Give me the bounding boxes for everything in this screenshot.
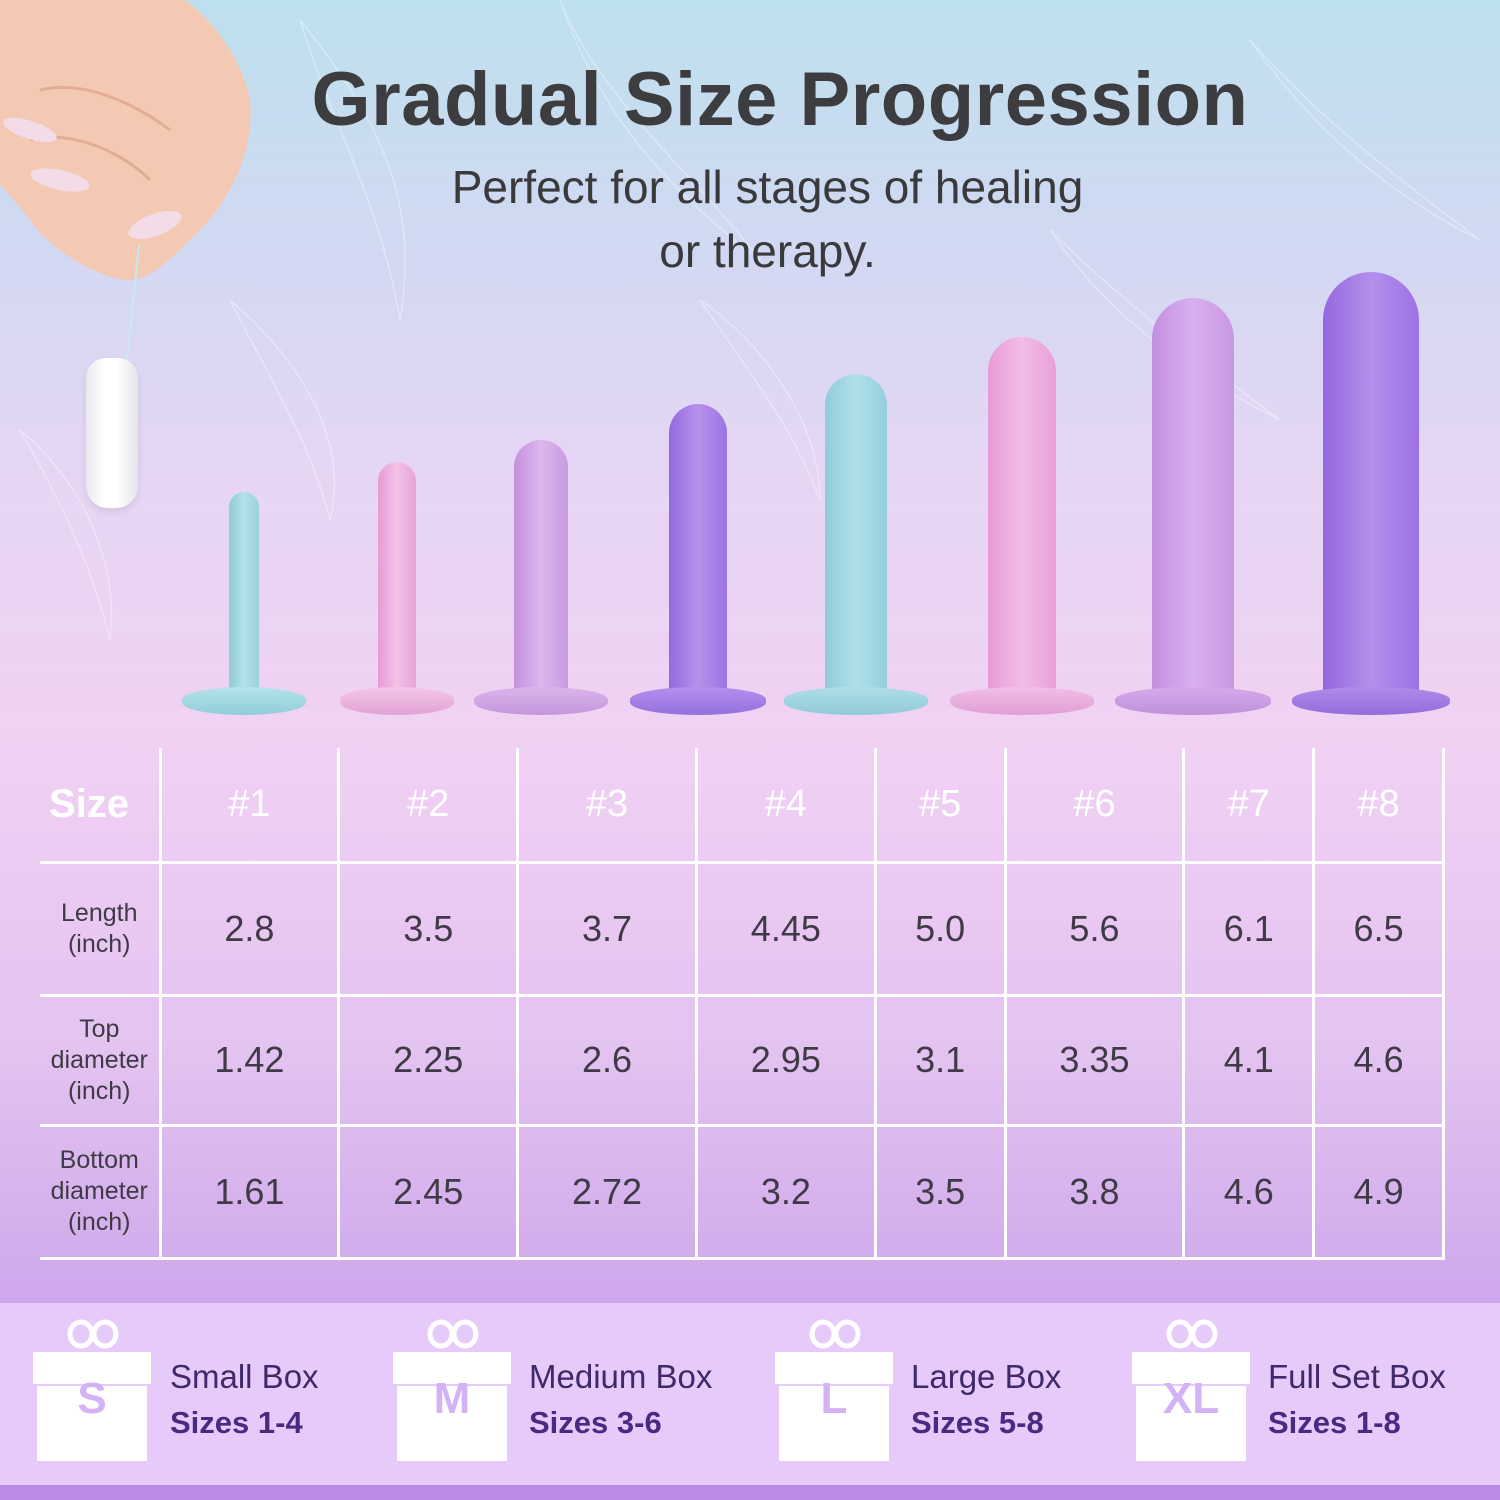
box-sizes: Sizes 3-6 <box>529 1405 662 1440</box>
dilator-size-5 <box>784 372 928 715</box>
row-label-top-diameter: Top diameter (inch) <box>40 993 162 1127</box>
dilator-size-7 <box>1115 296 1271 715</box>
gift-bow-icon <box>427 1319 479 1349</box>
header-corner-size: Size <box>40 748 162 864</box>
box-option-large: L Large Box Sizes 5-8 <box>772 1303 1132 1485</box>
box-option-small: S Small Box Sizes 1-4 <box>0 1303 380 1485</box>
box-letter: L <box>820 1374 848 1423</box>
column-header: #5 <box>873 748 1007 864</box>
table-row-bottom-diameter: Bottom diameter (inch) 1.61 2.45 2.72 3.… <box>40 1123 1445 1260</box>
gift-box-icon: XL <box>1132 1319 1250 1461</box>
bottom-accent-strip <box>0 1485 1500 1500</box>
box-name: Large Box <box>911 1358 1062 1395</box>
gift-lid <box>1132 1352 1250 1384</box>
table-cell: 3.1 <box>873 993 1007 1127</box>
gift-body <box>397 1386 507 1461</box>
column-header: #8 <box>1312 748 1445 864</box>
table-cell: 2.45 <box>337 1123 520 1260</box>
table-cell: 5.6 <box>1003 860 1186 997</box>
table-cell: 2.95 <box>694 993 877 1127</box>
box-options-band: S Small Box Sizes 1-4 M Medium Box Sizes… <box>0 1303 1500 1485</box>
dilator-size-8 <box>1292 270 1450 715</box>
row-label-length: Length (inch) <box>40 860 162 997</box>
subtitle-line-1: Perfect for all stages of healing <box>451 161 1084 213</box>
subtitle: Perfect for all stages of healing or the… <box>300 155 1235 283</box>
box-sizes: Sizes 1-4 <box>170 1405 303 1440</box>
table-cell: 3.5 <box>873 1123 1007 1260</box>
hand-illustration <box>0 0 251 280</box>
table-cell: 4.1 <box>1182 993 1316 1127</box>
row-label-bottom-diameter: Bottom diameter (inch) <box>40 1123 162 1260</box>
gift-lid <box>393 1352 511 1384</box>
table-cell: 3.2 <box>694 1123 877 1260</box>
table-header-row: Size #1 #2 #3 #4 #5 #6 #7 #8 <box>40 748 1445 864</box>
tampon-reference-icon <box>86 358 138 508</box>
table-cell: 3.7 <box>516 860 698 997</box>
dilator-size-4 <box>630 402 766 715</box>
dilator-size-2 <box>340 460 454 715</box>
table-cell: 2.6 <box>516 993 698 1127</box>
gift-body <box>1136 1386 1246 1461</box>
page-title: Gradual Size Progression <box>311 57 1249 142</box>
dilator-size-3 <box>474 438 608 715</box>
subtitle-line-2: or therapy. <box>659 225 876 277</box>
column-header: #4 <box>694 748 877 864</box>
table-cell: 1.61 <box>158 1123 341 1260</box>
table-cell: 2.8 <box>158 860 341 997</box>
box-name: Medium Box <box>529 1358 713 1395</box>
table-cell: 2.25 <box>337 993 520 1127</box>
table-cell: 5.0 <box>873 860 1007 997</box>
table-cell: 3.35 <box>1003 993 1186 1127</box>
column-header: #7 <box>1182 748 1316 864</box>
box-letter: XL <box>1162 1374 1220 1423</box>
column-header: #6 <box>1003 748 1186 864</box>
gift-lid <box>33 1352 151 1384</box>
dilator-size-6 <box>950 335 1094 715</box>
gift-bow-icon <box>67 1319 119 1349</box>
table-cell: 3.5 <box>337 860 520 997</box>
box-option-full-set: XL Full Set Box Sizes 1-8 <box>1130 1303 1500 1485</box>
dilator-size-1 <box>182 490 306 715</box>
gift-body <box>37 1386 147 1461</box>
column-header: #3 <box>516 748 698 864</box>
table-cell: 4.6 <box>1182 1123 1316 1260</box>
box-letter: M <box>433 1374 471 1423</box>
table-cell: 4.9 <box>1312 1123 1445 1260</box>
column-header: #1 <box>158 748 341 864</box>
table-row-length: Length (inch) 2.8 3.5 3.7 4.45 5.0 5.6 6… <box>40 860 1445 997</box>
gift-bow-icon <box>1166 1319 1218 1349</box>
size-chart-table: Size #1 #2 #3 #4 #5 #6 #7 #8 Length (inc… <box>40 748 1445 1260</box>
box-sizes: Sizes 5-8 <box>911 1405 1044 1440</box>
table-row-top-diameter: Top diameter (inch) 1.42 2.25 2.6 2.95 3… <box>40 993 1445 1127</box>
box-name: Full Set Box <box>1268 1358 1446 1395</box>
table-cell: 4.45 <box>694 860 877 997</box>
gift-bow-icon <box>809 1319 861 1349</box>
gift-box-icon: M <box>393 1319 511 1461</box>
table-cell: 4.6 <box>1312 993 1445 1127</box>
box-name: Small Box <box>170 1358 319 1395</box>
gift-lid <box>775 1352 893 1384</box>
gift-box-icon: S <box>33 1319 151 1461</box>
table-cell: 6.1 <box>1182 860 1316 997</box>
box-option-medium: M Medium Box Sizes 3-6 <box>390 1303 770 1485</box>
table-cell: 6.5 <box>1312 860 1445 997</box>
column-header: #2 <box>337 748 520 864</box>
table-cell: 3.8 <box>1003 1123 1186 1260</box>
box-sizes: Sizes 1-8 <box>1268 1405 1401 1440</box>
gift-box-icon: L <box>775 1319 893 1461</box>
box-letter: S <box>77 1374 107 1423</box>
table-cell: 1.42 <box>158 993 341 1127</box>
gift-body <box>779 1386 889 1461</box>
table-cell: 2.72 <box>516 1123 698 1260</box>
